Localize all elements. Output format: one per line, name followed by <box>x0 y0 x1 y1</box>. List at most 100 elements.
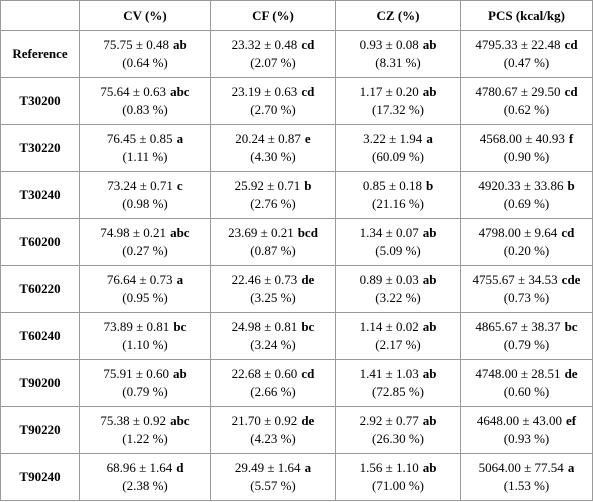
value-line: 4648.00 ± 43.00 ef <box>461 412 592 430</box>
value-line: 68.96 ± 1.64 d <box>80 459 210 477</box>
column-header: CZ (%) <box>335 0 461 31</box>
group-letter: e <box>304 131 311 146</box>
group-letter: cd <box>564 37 578 52</box>
group-letter: bc <box>301 319 315 334</box>
table-row: T90240 68.96 ± 1.64 d (2.38 %) 29.49 ± 1.64 a… <box>0 453 593 501</box>
cv-percent: (0.27 %) <box>122 243 168 258</box>
data-cell: 76.64 ± 0.73 a (0.95 %) <box>79 265 211 313</box>
data-cell: 4795.33 ± 22.48 cd (0.47 %) <box>460 30 593 78</box>
mean-sd: 4780.67 ± 29.50 <box>475 84 561 99</box>
data-cell: 75.75 ± 0.48 ab (0.64 %) <box>79 30 211 78</box>
data-cell: 4865.67 ± 38.37 bc (0.79 %) <box>460 312 593 360</box>
value-line: 4780.67 ± 29.50 cd <box>461 83 592 101</box>
group-letter: de <box>564 366 578 381</box>
cv-percent: (21.16 %) <box>372 196 424 211</box>
group-letter: ab <box>422 319 437 334</box>
mean-sd: 74.98 ± 0.21 <box>100 225 167 240</box>
group-letter: ab <box>422 272 437 287</box>
group-letter: ab <box>422 37 437 52</box>
value-line: 20.24 ± 0.87 e <box>211 130 335 148</box>
mean-sd: 4798.00 ± 9.64 <box>478 225 558 240</box>
cv-percent: (0.62 %) <box>503 102 550 117</box>
data-cell: 0.85 ± 0.18 b (21.16 %) <box>335 171 461 219</box>
value-line: 0.89 ± 0.03 ab <box>336 271 460 289</box>
column-header: PCS (kcal/kg) <box>460 0 593 31</box>
value-line: 24.98 ± 0.81 bc <box>211 318 335 336</box>
group-letter: cde <box>561 272 581 287</box>
data-cell: 1.56 ± 1.10 ab (71.00 %) <box>335 453 461 501</box>
table-row: T90200 75.91 ± 0.60 ab (0.79 %) 22.68 ± 0.60… <box>0 359 593 407</box>
cv-percent: (1.11 %) <box>122 149 168 164</box>
cv-percent: (0.47 %) <box>503 55 550 70</box>
group-letter: cd <box>301 37 315 52</box>
value-line: 4568.00 ± 40.93 f <box>461 130 592 148</box>
mean-sd: 73.89 ± 0.81 <box>103 319 170 334</box>
value-line: 74.98 ± 0.21 abc <box>80 224 210 242</box>
value-line: 1.17 ± 0.20 ab <box>336 83 460 101</box>
column-header: CV (%) <box>79 0 211 31</box>
mean-sd: 0.93 ± 0.08 <box>359 37 419 52</box>
data-cell: 0.89 ± 0.03 ab (3.22 %) <box>335 265 461 313</box>
data-cell: 1.14 ± 0.02 ab (2.17 %) <box>335 312 461 360</box>
table-row: T30200 75.64 ± 0.63 abc (0.83 %) 23.19 ± 0.6… <box>0 77 593 125</box>
group-letter: abc <box>170 84 190 99</box>
group-letter: ab <box>172 37 187 52</box>
group-letter: abc <box>170 225 190 240</box>
row-label: T30200 <box>0 77 80 125</box>
group-letter: abc <box>170 413 190 428</box>
value-line: 23.19 ± 0.63 cd <box>211 83 335 101</box>
value-line: 75.75 ± 0.48 ab <box>80 36 210 54</box>
table-body: Reference 75.75 ± 0.48 ab (0.64 %) 23.32 ± 0… <box>0 30 593 501</box>
group-letter: a <box>176 272 184 287</box>
value-line: 21.70 ± 0.92 de <box>211 412 335 430</box>
group-letter: a <box>567 460 575 475</box>
cv-percent: (2.66 %) <box>250 384 296 399</box>
group-letter: ab <box>172 366 187 381</box>
group-letter: bcd <box>297 225 318 240</box>
row-label: T90220 <box>0 406 80 454</box>
data-cell: 24.98 ± 0.81 bc (3.24 %) <box>210 312 336 360</box>
row-label: T90240 <box>0 453 80 501</box>
table-row: T30220 76.45 ± 0.85 a (1.11 %) 20.24 ± 0.87 e… <box>0 124 593 172</box>
data-cell: 4648.00 ± 43.00 ef (0.93 %) <box>460 406 593 454</box>
table-row: T60240 73.89 ± 0.81 bc (1.10 %) 24.98 ± 0.81… <box>0 312 593 360</box>
data-cell: 75.38 ± 0.92 abc (1.22 %) <box>79 406 211 454</box>
mean-sd: 1.41 ± 1.03 <box>359 366 419 381</box>
mean-sd: 76.45 ± 0.85 <box>106 131 173 146</box>
table-row: T90220 75.38 ± 0.92 abc (1.22 %) 21.70 ± 0.9… <box>0 406 593 454</box>
mean-sd: 75.91 ± 0.60 <box>103 366 169 381</box>
data-cell: 73.24 ± 0.71 c (0.98 %) <box>79 171 211 219</box>
mean-sd: 4795.33 ± 22.48 <box>475 37 561 52</box>
value-line: 4865.67 ± 38.37 bc <box>461 318 592 336</box>
data-cell: 20.24 ± 0.87 e (4.30 %) <box>210 124 336 172</box>
cv-percent: (3.25 %) <box>250 290 296 305</box>
data-cell: 25.92 ± 0.71 b (2.76 %) <box>210 171 336 219</box>
value-line: 22.46 ± 0.73 de <box>211 271 335 289</box>
row-label: T60200 <box>0 218 80 266</box>
cv-percent: (0.90 %) <box>503 149 550 164</box>
value-line: 4748.00 ± 28.51 de <box>461 365 592 383</box>
cv-percent: (0.60 %) <box>503 384 550 399</box>
mean-sd: 68.96 ± 1.64 <box>106 460 173 475</box>
cv-percent: (0.93 %) <box>503 431 550 446</box>
corner-cell <box>0 0 80 31</box>
table-row: T60220 76.64 ± 0.73 a (0.95 %) 22.46 ± 0.73 d… <box>0 265 593 313</box>
value-line: 73.24 ± 0.71 c <box>80 177 210 195</box>
data-cell: 5064.00 ± 77.54 a (1.53 %) <box>460 453 593 501</box>
data-cell: 75.91 ± 0.60 ab (0.79 %) <box>79 359 211 407</box>
mean-sd: 4755.67 ± 34.53 <box>472 272 558 287</box>
value-line: 3.22 ± 1.94 a <box>336 130 460 148</box>
mean-sd: 23.69 ± 0.21 <box>228 225 294 240</box>
group-letter: ab <box>422 84 437 99</box>
data-cell: 22.68 ± 0.60 cd (2.66 %) <box>210 359 336 407</box>
cv-percent: (2.38 %) <box>122 478 168 493</box>
data-cell: 4798.00 ± 9.64 cd (0.20 %) <box>460 218 593 266</box>
row-label: Reference <box>0 30 80 78</box>
group-letter: f <box>568 131 574 146</box>
cv-percent: (2.17 %) <box>375 337 421 352</box>
value-line: 75.38 ± 0.92 abc <box>80 412 210 430</box>
data-cell: 23.69 ± 0.21 bcd (0.87 %) <box>210 218 336 266</box>
group-letter: b <box>567 178 575 193</box>
